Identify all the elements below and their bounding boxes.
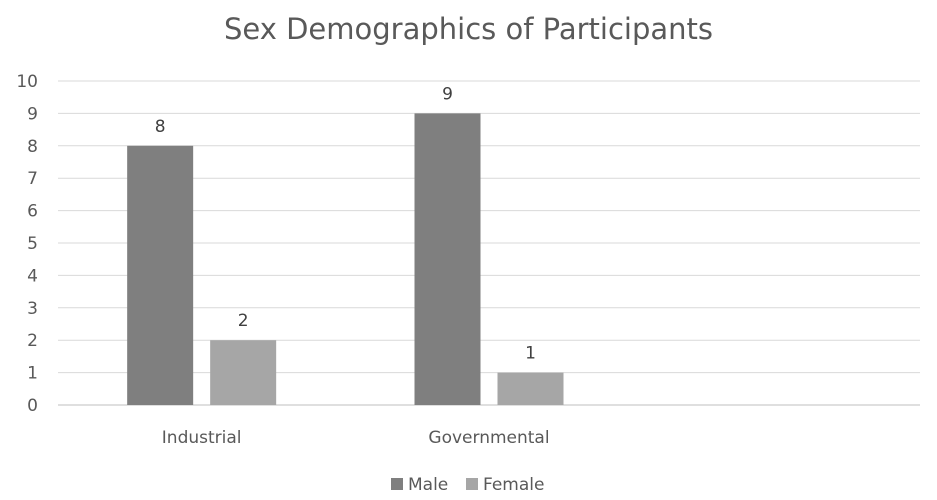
y-tick-label: 0 — [27, 396, 38, 416]
bar-female — [210, 340, 277, 405]
y-tick-label: 7 — [27, 169, 38, 189]
bar-male — [127, 145, 194, 406]
y-tick-label: 9 — [27, 104, 38, 124]
y-tick-label: 6 — [27, 202, 38, 222]
legend-label: Male — [408, 475, 448, 495]
y-tick-label: 4 — [27, 266, 38, 286]
y-tick-label: 8 — [27, 137, 38, 157]
data-label: 9 — [442, 84, 453, 104]
y-tick-label: 2 — [27, 331, 38, 351]
chart-title: Sex Demographics of Participants — [223, 12, 714, 46]
legend-swatch — [391, 478, 403, 490]
data-label: 2 — [238, 311, 249, 331]
y-tick-label: 5 — [27, 234, 38, 254]
bar-male — [414, 113, 481, 406]
x-tick-label: Governmental — [428, 428, 549, 448]
data-label: 1 — [525, 344, 536, 364]
y-tick-label: 10 — [16, 72, 38, 92]
legend-swatch — [466, 478, 478, 490]
y-tick-label: 3 — [27, 299, 38, 319]
data-label: 8 — [155, 117, 166, 137]
y-tick-label: 1 — [27, 364, 38, 384]
legend-label: Female — [483, 475, 544, 495]
x-tick-label: Industrial — [162, 428, 242, 448]
bar-female — [497, 372, 564, 405]
